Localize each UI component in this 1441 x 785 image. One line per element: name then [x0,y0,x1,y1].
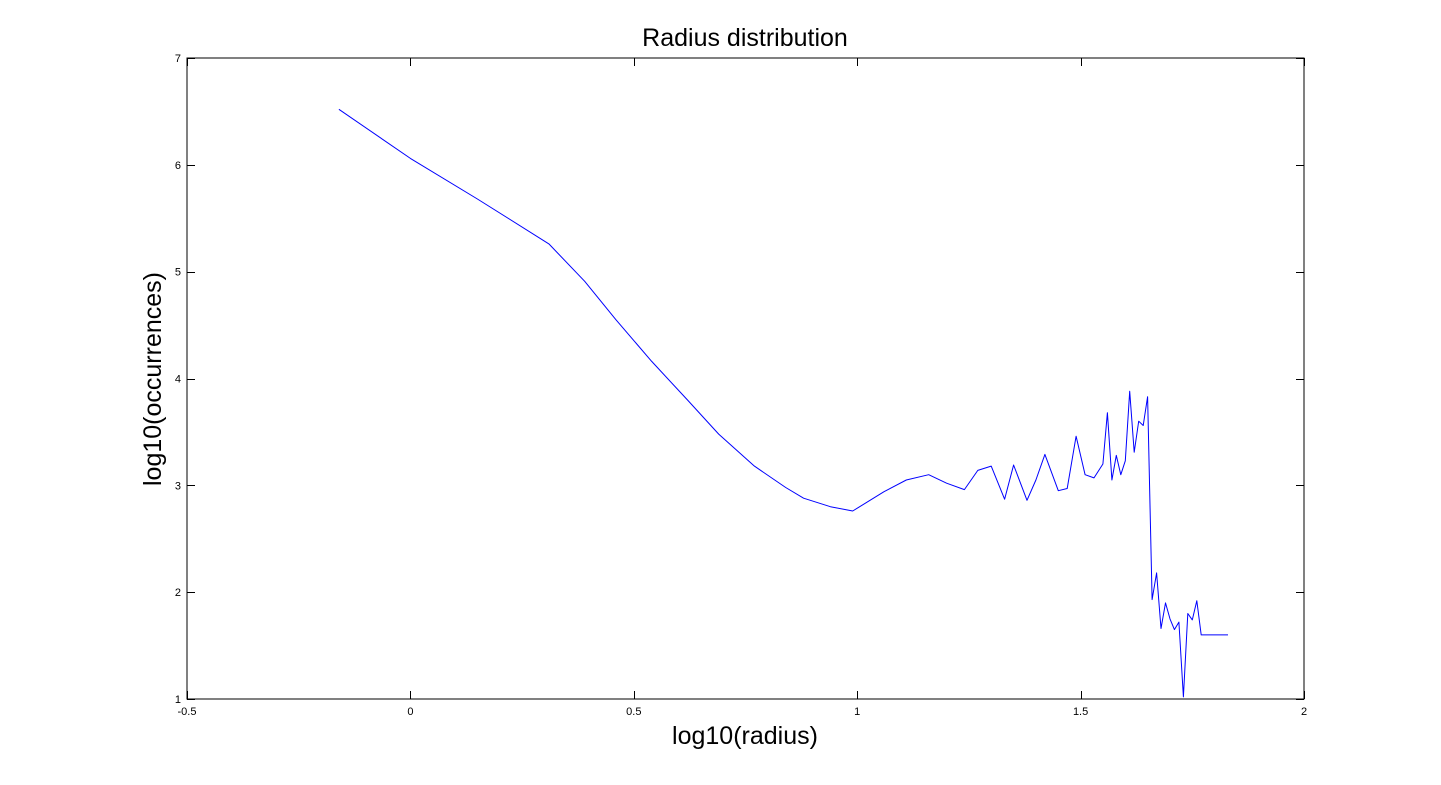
y-tick-label: 2 [175,587,181,599]
x-axis-label: log10(radius) [672,722,818,750]
y-tick-label: 6 [175,160,181,172]
y-tick-label: 5 [175,267,181,279]
y-tick-label: 3 [175,480,181,492]
x-tick-label: 2 [1301,706,1307,718]
series-line [338,108,1228,698]
x-tick-label: 1.5 [1073,706,1088,718]
y-axis-label: log10(occurrences) [139,272,167,486]
x-tick-label: 0.5 [626,706,641,718]
chart-title: Radius distribution [642,24,848,52]
y-axis-ticks [187,58,1304,700]
y-tick-label: 1 [175,694,181,706]
x-axis-ticks [187,58,1305,699]
x-tick-label: 0 [407,706,413,718]
y-tick-label: 4 [175,374,181,386]
series-group [338,108,1228,698]
y-tick-label: 7 [175,53,181,65]
x-tick-label: -0.5 [178,706,197,718]
plot-area [186,57,1305,700]
x-tick-label: 1 [854,706,860,718]
x-axis-tick-labels: -0.5 0 0.5 1 1.5 2 [178,706,1308,718]
y-axis-tick-labels: 1 2 3 4 5 6 7 [175,53,181,706]
